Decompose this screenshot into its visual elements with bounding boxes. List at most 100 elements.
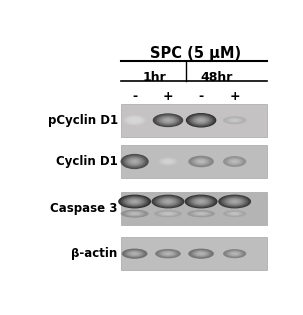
Ellipse shape xyxy=(196,252,206,256)
Ellipse shape xyxy=(225,211,245,216)
Ellipse shape xyxy=(165,213,171,215)
Ellipse shape xyxy=(188,156,214,167)
Ellipse shape xyxy=(155,210,181,217)
Ellipse shape xyxy=(126,211,143,216)
Text: Caspase 3: Caspase 3 xyxy=(50,202,118,215)
Ellipse shape xyxy=(120,195,150,208)
Ellipse shape xyxy=(165,253,171,255)
Ellipse shape xyxy=(224,249,245,258)
Ellipse shape xyxy=(233,253,237,255)
Ellipse shape xyxy=(127,251,142,257)
Ellipse shape xyxy=(122,210,148,217)
Ellipse shape xyxy=(194,212,208,215)
Ellipse shape xyxy=(194,199,208,204)
Ellipse shape xyxy=(165,119,171,121)
Ellipse shape xyxy=(122,196,147,207)
Ellipse shape xyxy=(193,212,209,216)
FancyBboxPatch shape xyxy=(121,192,267,225)
Ellipse shape xyxy=(161,251,175,256)
Ellipse shape xyxy=(222,196,247,207)
Ellipse shape xyxy=(223,249,246,258)
Text: -: - xyxy=(198,90,204,103)
Text: 48hr: 48hr xyxy=(201,71,233,83)
Ellipse shape xyxy=(160,117,176,124)
Ellipse shape xyxy=(232,253,238,255)
Ellipse shape xyxy=(124,115,145,125)
Ellipse shape xyxy=(165,200,171,203)
Ellipse shape xyxy=(164,118,172,122)
Ellipse shape xyxy=(162,212,174,215)
Ellipse shape xyxy=(156,196,180,207)
Ellipse shape xyxy=(190,115,212,126)
Ellipse shape xyxy=(192,211,211,216)
Text: β-actin: β-actin xyxy=(72,247,118,260)
Ellipse shape xyxy=(132,213,137,214)
Ellipse shape xyxy=(159,116,177,124)
Ellipse shape xyxy=(231,119,238,122)
Ellipse shape xyxy=(132,200,137,203)
Ellipse shape xyxy=(195,251,208,256)
Ellipse shape xyxy=(121,210,149,218)
Ellipse shape xyxy=(154,114,182,127)
Ellipse shape xyxy=(125,250,144,257)
Ellipse shape xyxy=(163,118,173,123)
Ellipse shape xyxy=(122,154,148,169)
Ellipse shape xyxy=(125,198,144,206)
Ellipse shape xyxy=(230,119,240,122)
Ellipse shape xyxy=(227,117,242,123)
Ellipse shape xyxy=(189,156,213,167)
Ellipse shape xyxy=(122,249,148,259)
Ellipse shape xyxy=(121,154,149,169)
Ellipse shape xyxy=(223,210,246,217)
Ellipse shape xyxy=(121,196,148,207)
Ellipse shape xyxy=(125,157,144,167)
Ellipse shape xyxy=(187,196,215,207)
Ellipse shape xyxy=(160,158,176,165)
Ellipse shape xyxy=(226,198,243,205)
Ellipse shape xyxy=(188,210,214,217)
Ellipse shape xyxy=(229,251,241,256)
Ellipse shape xyxy=(197,252,205,255)
Ellipse shape xyxy=(164,160,172,163)
Ellipse shape xyxy=(128,251,141,256)
Text: -: - xyxy=(132,90,137,103)
Ellipse shape xyxy=(187,210,215,217)
Ellipse shape xyxy=(165,160,171,163)
Ellipse shape xyxy=(229,212,241,215)
Text: 1hr: 1hr xyxy=(143,71,166,83)
Ellipse shape xyxy=(231,252,238,255)
FancyBboxPatch shape xyxy=(121,104,267,137)
Ellipse shape xyxy=(195,158,208,164)
Ellipse shape xyxy=(158,250,178,257)
Ellipse shape xyxy=(161,199,175,204)
Ellipse shape xyxy=(194,251,208,257)
Ellipse shape xyxy=(190,157,212,166)
Ellipse shape xyxy=(200,201,202,202)
Ellipse shape xyxy=(157,211,178,216)
Ellipse shape xyxy=(227,211,242,216)
Ellipse shape xyxy=(133,201,136,202)
Ellipse shape xyxy=(187,114,215,127)
Ellipse shape xyxy=(188,249,214,259)
Ellipse shape xyxy=(157,250,179,258)
Ellipse shape xyxy=(132,252,138,255)
FancyBboxPatch shape xyxy=(121,237,267,270)
Ellipse shape xyxy=(124,249,145,258)
Ellipse shape xyxy=(163,159,173,164)
Ellipse shape xyxy=(126,250,143,257)
Ellipse shape xyxy=(191,115,211,125)
Ellipse shape xyxy=(156,249,180,258)
Ellipse shape xyxy=(198,252,204,255)
Ellipse shape xyxy=(123,210,146,217)
Ellipse shape xyxy=(126,116,143,124)
Ellipse shape xyxy=(228,212,241,215)
Ellipse shape xyxy=(196,118,206,123)
Ellipse shape xyxy=(191,198,211,206)
Ellipse shape xyxy=(190,249,212,258)
Ellipse shape xyxy=(189,211,213,217)
Ellipse shape xyxy=(185,195,218,209)
Ellipse shape xyxy=(231,160,238,163)
Ellipse shape xyxy=(129,158,141,165)
Ellipse shape xyxy=(128,199,142,204)
Ellipse shape xyxy=(199,253,203,255)
